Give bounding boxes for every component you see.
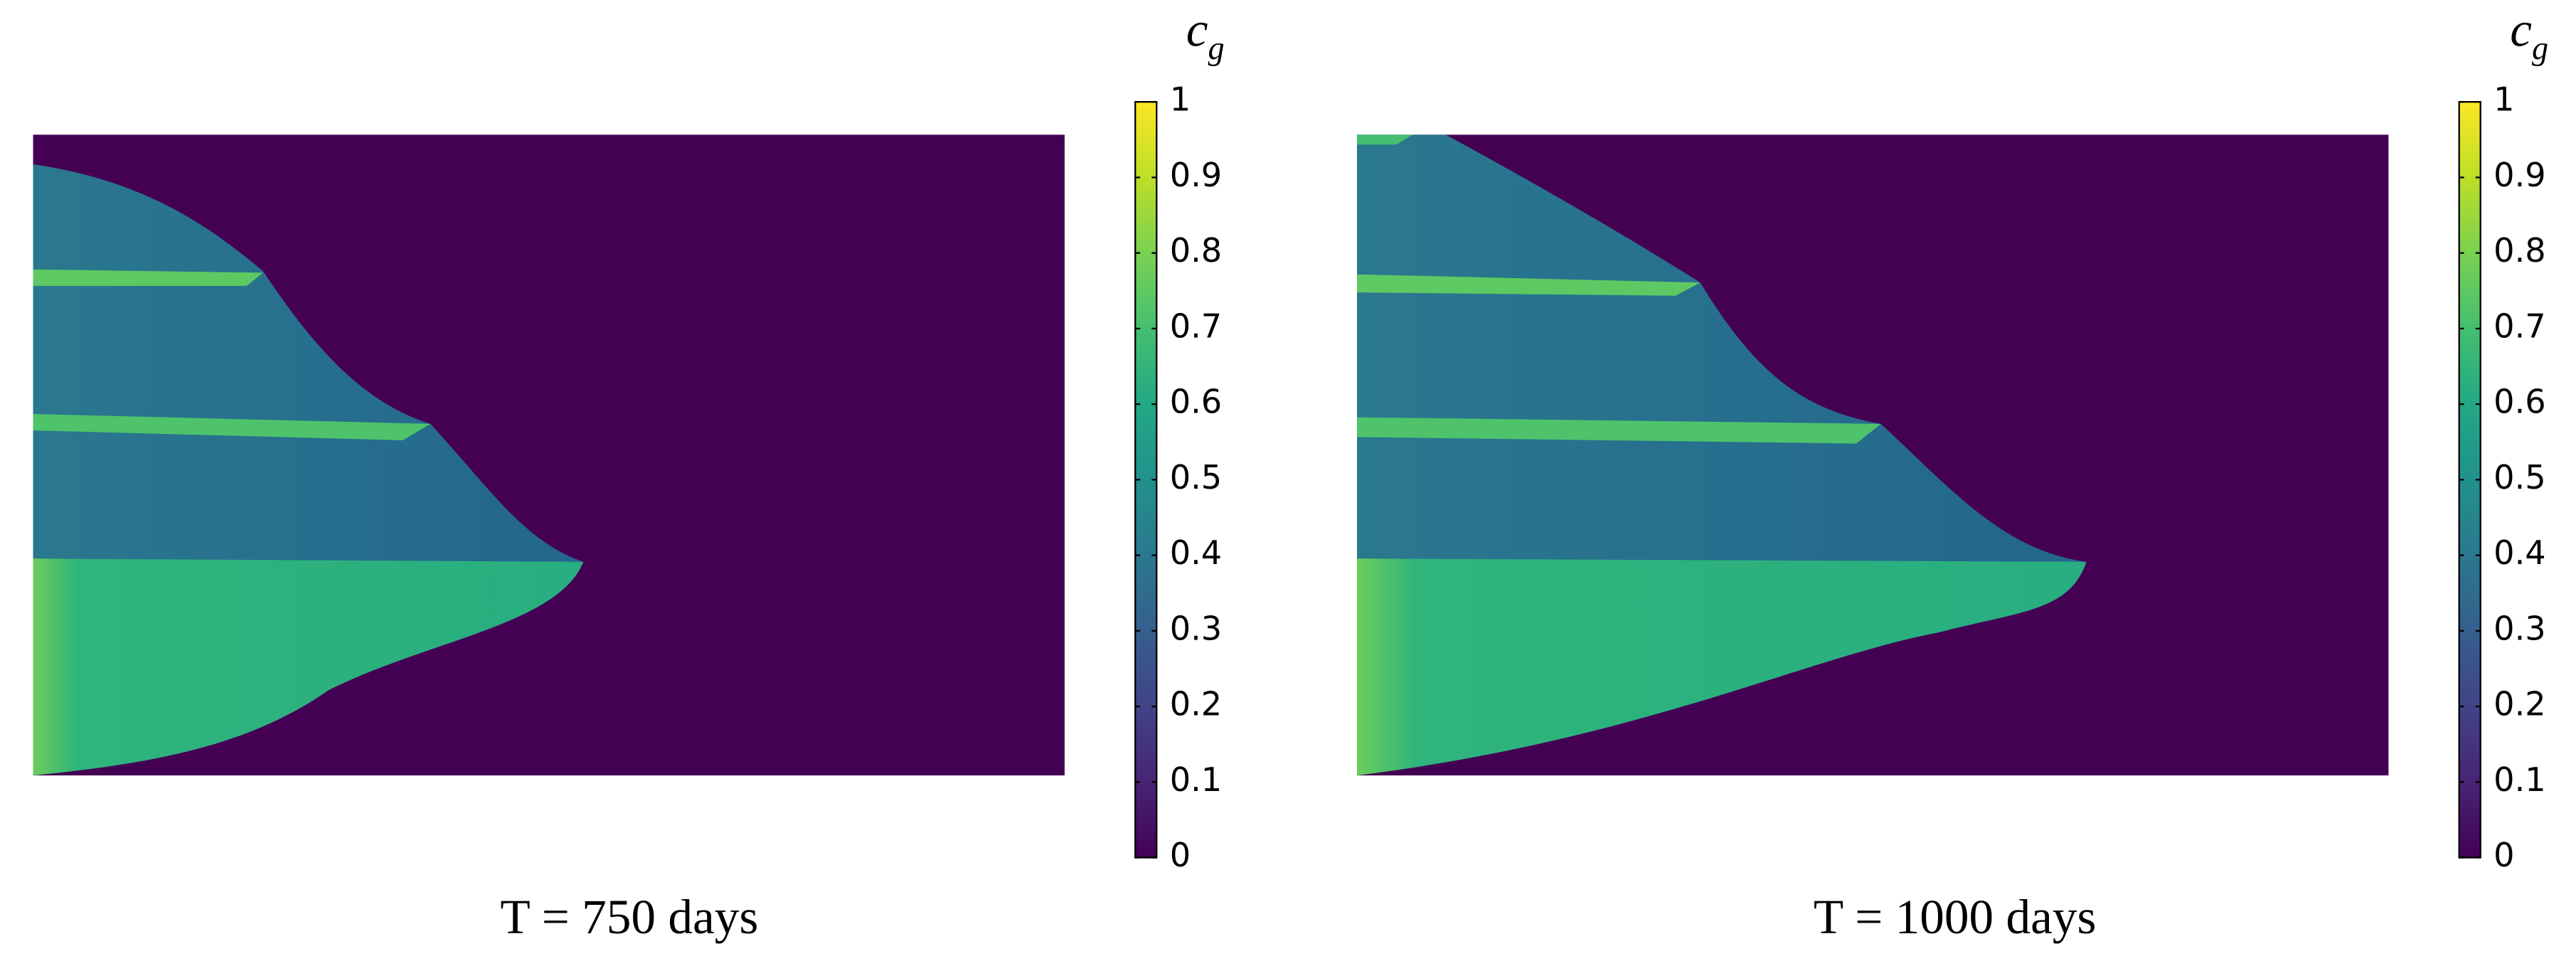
caption: T = 1000 days (1814, 889, 2097, 944)
colorbar-tick-label: 0.3 (1170, 609, 1222, 647)
colorbar-tick-label: 0.5 (2493, 458, 2545, 497)
colorbar-tick-label: 1 (1170, 80, 1191, 119)
colorbar-label-sub: g (2532, 30, 2548, 66)
colorbar-tick-label: 0.7 (1170, 307, 1222, 345)
colorbar-tick-label: 0.2 (2493, 685, 2545, 723)
colorbar-label-base: c (1186, 2, 1208, 57)
colorbar-tick-label: 0 (1170, 836, 1191, 874)
colorbar-tick-label: 0.6 (2493, 383, 2545, 421)
colorbar-tick-label: 0.5 (1170, 458, 1222, 497)
colorbar-tick-label: 0.8 (2493, 231, 2545, 270)
field-panel (1357, 134, 2389, 776)
caption: T = 750 days (500, 889, 758, 944)
colorbar-label-base: c (2510, 2, 2532, 57)
colorbar-label: cg (1186, 2, 1225, 66)
colorbar-tick-label: 0.7 (2493, 307, 2545, 345)
colorbar-tick-label: 0.9 (2493, 156, 2545, 194)
colorbar-tick-label: 0.6 (1170, 383, 1222, 421)
colorbar-tick-label: 0.9 (1170, 156, 1222, 194)
colorbar-label-sub: g (1208, 30, 1225, 66)
colorbar-tick-label: 0 (2493, 836, 2514, 874)
colorbar-tick-label: 0.1 (2493, 760, 2545, 799)
colorbar-tick-label: 0.2 (1170, 685, 1222, 723)
colorbar-tick-label: 1 (2493, 80, 2514, 119)
colorbar-tick-label: 0.8 (1170, 231, 1222, 270)
colorbar-tick-label: 0.3 (2493, 609, 2545, 647)
colorbar-tick-label: 0.1 (1170, 760, 1222, 799)
colorbar-label: cg (2510, 2, 2548, 66)
field-panel (33, 134, 1065, 776)
colorbar-tick-label: 0.4 (1170, 534, 1222, 572)
colorbar-tick-label: 0.4 (2493, 534, 2545, 572)
